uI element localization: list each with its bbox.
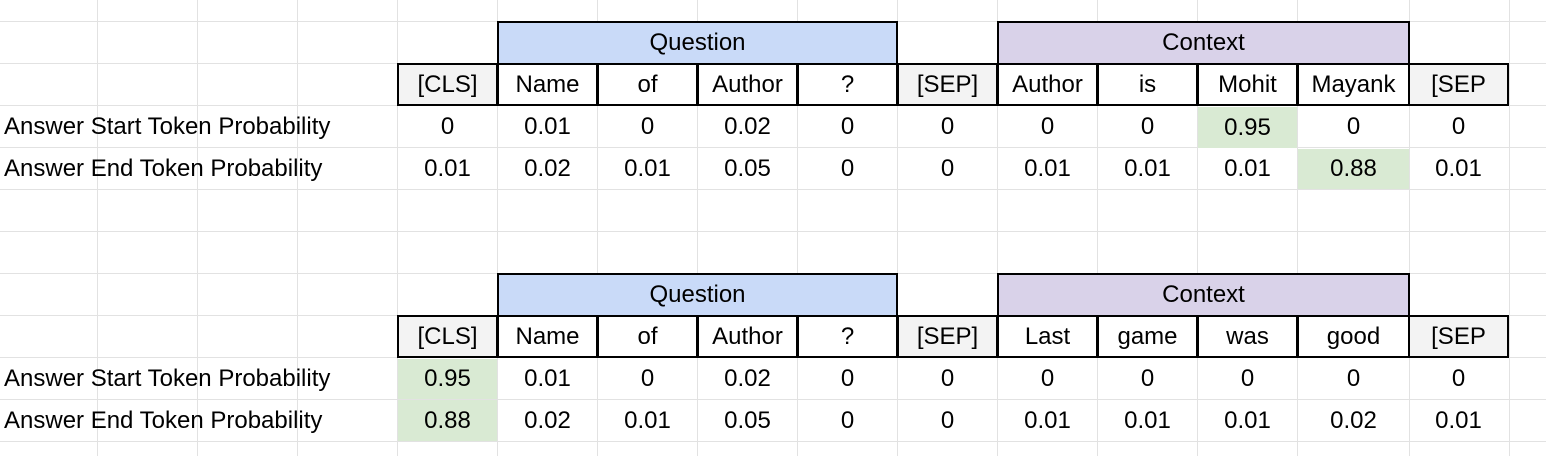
token-sep: [SEP	[1408, 63, 1509, 106]
prob-cell: 0.02	[524, 407, 571, 434]
gridline-vertical	[1097, 0, 1098, 456]
prob-cell: 0.01	[524, 113, 571, 140]
token-cell: game	[1097, 315, 1198, 358]
gridline-vertical	[1409, 0, 1410, 456]
prob-cell: 0	[440, 113, 455, 140]
prob-cell: 0.01	[1224, 407, 1271, 434]
prob-cell: 0.02	[524, 155, 571, 182]
prob-cell: 0.01	[624, 155, 671, 182]
gridline-vertical	[997, 0, 998, 456]
prob-cell: 0	[940, 407, 955, 434]
gridline-horizontal	[0, 189, 1546, 190]
prob-cell: 0	[1346, 113, 1361, 140]
question-group-header: Question	[497, 21, 898, 65]
prob-cell: 0.02	[1330, 407, 1377, 434]
token-cell: ?	[797, 63, 898, 106]
prob-cell: 0.01	[1435, 155, 1482, 182]
token-cell: ?	[797, 315, 898, 358]
prob-cell: 0.01	[424, 155, 471, 182]
gridline-vertical	[697, 0, 698, 456]
row-label: Answer Start Token Probability	[4, 365, 331, 392]
prob-cell: 0	[1346, 365, 1361, 392]
token-cell: of	[597, 315, 698, 358]
prob-cell: 0	[1240, 365, 1255, 392]
token-cell: Author	[697, 315, 798, 358]
token-cls: [CLS]	[397, 315, 498, 358]
gridline-vertical	[197, 0, 198, 456]
token-cell: of	[597, 63, 698, 106]
token-cell: is	[1097, 63, 1198, 106]
gridline-vertical	[597, 0, 598, 456]
row-label: Answer Start Token Probability	[4, 113, 331, 140]
prob-cell-highlighted: 0.88	[1298, 149, 1409, 189]
prob-cell-highlighted: 0.95	[1198, 107, 1297, 148]
gridline-vertical	[97, 0, 98, 456]
prob-cell: 0.02	[724, 113, 771, 140]
question-group-header: Question	[497, 273, 898, 317]
gridline-horizontal	[0, 231, 1546, 232]
token-cell: Name	[497, 63, 598, 106]
prob-cell: 0.01	[1024, 407, 1071, 434]
prob-cell: 0	[640, 113, 655, 140]
prob-cell: 0.01	[1124, 155, 1171, 182]
token-cell: Mayank	[1297, 63, 1410, 106]
prob-cell: 0.01	[524, 365, 571, 392]
prob-cell: 0.05	[724, 407, 771, 434]
gridline-vertical	[497, 0, 498, 456]
prob-cell: 0	[1451, 113, 1466, 140]
row-label: Answer End Token Probability	[4, 407, 323, 434]
gridline-vertical	[1509, 0, 1510, 456]
gridline-vertical	[1297, 0, 1298, 456]
gridline-horizontal	[0, 147, 1546, 148]
token-cell: was	[1197, 315, 1298, 358]
prob-cell: 0	[940, 155, 955, 182]
prob-cell: 0.02	[724, 365, 771, 392]
prob-cell: 0	[840, 407, 855, 434]
gridline-vertical	[397, 0, 398, 456]
token-cls: [CLS]	[397, 63, 498, 106]
gridline-vertical	[797, 0, 798, 456]
prob-cell: 0	[1451, 365, 1466, 392]
token-cell: Last	[997, 315, 1098, 358]
prob-cell: 0	[840, 155, 855, 182]
context-group-header: Context	[997, 21, 1410, 65]
token-cell: Mohit	[1197, 63, 1298, 106]
token-sep: [SEP	[1408, 315, 1509, 358]
prob-cell-highlighted: 0.95	[398, 359, 497, 399]
token-sep: [SEP]	[897, 315, 998, 358]
prob-cell-highlighted: 0.88	[398, 400, 497, 441]
prob-cell: 0	[840, 113, 855, 140]
token-cell: good	[1297, 315, 1410, 358]
prob-cell: 0.01	[1124, 407, 1171, 434]
prob-cell: 0	[1040, 365, 1055, 392]
row-label: Answer End Token Probability	[4, 155, 323, 182]
prob-cell: 0	[1140, 365, 1155, 392]
context-group-header: Context	[997, 273, 1410, 317]
token-cell: Author	[997, 63, 1098, 106]
gridline-vertical	[897, 0, 898, 456]
gridline-vertical	[1197, 0, 1198, 456]
token-sep: [SEP]	[897, 63, 998, 106]
prob-cell: 0	[1140, 113, 1155, 140]
gridline-horizontal	[0, 399, 1546, 400]
prob-cell: 0.01	[1024, 155, 1071, 182]
gridline-vertical	[297, 0, 298, 456]
prob-cell: 0	[940, 365, 955, 392]
token-cell: Name	[497, 315, 598, 358]
prob-cell: 0.01	[1435, 407, 1482, 434]
prob-cell: 0.01	[624, 407, 671, 434]
prob-cell: 0	[840, 365, 855, 392]
prob-cell: 0.01	[1224, 155, 1271, 182]
prob-cell: 0.05	[724, 155, 771, 182]
prob-cell: 0	[1040, 113, 1055, 140]
prob-cell: 0	[940, 113, 955, 140]
token-cell: Author	[697, 63, 798, 106]
prob-cell: 0	[640, 365, 655, 392]
gridline-horizontal	[0, 441, 1546, 442]
